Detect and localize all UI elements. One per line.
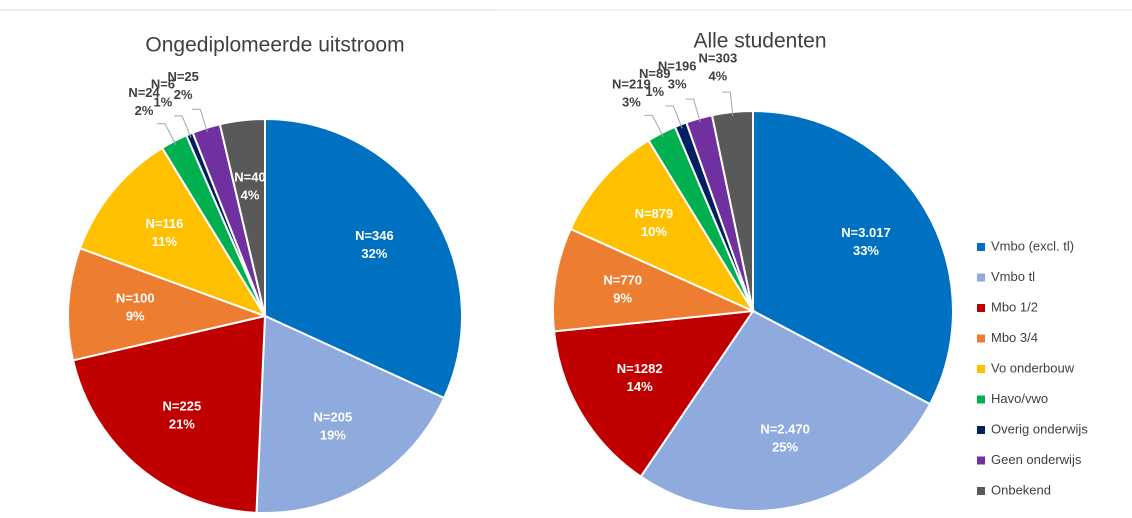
- legend-swatch: [977, 395, 985, 404]
- percentage-label: 3%: [668, 76, 687, 91]
- value-label: N=205: [314, 409, 353, 424]
- percentage-label: 9%: [613, 290, 632, 305]
- legend-swatch: [977, 273, 985, 282]
- value-label: N=40: [234, 169, 265, 184]
- legend-swatch: [977, 365, 985, 373]
- value-label: N=219: [612, 76, 651, 91]
- value-label: N=303: [699, 51, 738, 66]
- leader-line: [174, 115, 192, 138]
- legend-swatch: [977, 304, 985, 312]
- pie-slice: [639, 309, 932, 512]
- percentage-label: 3%: [622, 94, 641, 109]
- legend-label: Havo/vwo: [991, 391, 1048, 406]
- legend-swatch: [977, 487, 985, 495]
- value-label: N=25: [167, 69, 198, 84]
- value-label: N=770: [603, 272, 642, 287]
- value-label: N=100: [116, 290, 155, 305]
- legend-label: Vo onderbouw: [991, 360, 1075, 375]
- percentage-label: 11%: [152, 234, 178, 249]
- leader-line: [644, 114, 664, 137]
- value-label: N=116: [145, 216, 183, 231]
- percentage-label: 10%: [641, 224, 667, 239]
- percentage-label: 9%: [126, 308, 145, 323]
- leader-line: [665, 105, 683, 129]
- legend-swatch: [977, 456, 985, 465]
- percentage-label: 33%: [853, 243, 879, 258]
- legend-label: Geen onderwijs: [991, 452, 1082, 467]
- percentage-label: 21%: [169, 416, 195, 431]
- pie-slice: [264, 117, 463, 400]
- chart-title: Ongediplomeerde uitstroom: [145, 34, 404, 57]
- percentage-label: 4%: [241, 187, 260, 202]
- pie-slice: [552, 227, 757, 333]
- percentage-label: 14%: [627, 379, 653, 394]
- value-label: N=196: [658, 58, 697, 73]
- percentage-label: 2%: [174, 87, 193, 102]
- value-label: N=24: [128, 85, 160, 100]
- value-label: N=225: [163, 398, 202, 413]
- percentage-label: 2%: [135, 103, 154, 118]
- leader-line: [722, 91, 734, 117]
- leader-line: [192, 108, 208, 132]
- leader-line: [156, 123, 177, 145]
- percentage-label: 4%: [708, 69, 727, 84]
- legend-label: Vmbo tl: [991, 269, 1035, 284]
- legend-label: Onbekend: [991, 482, 1051, 497]
- leader-line: [685, 98, 701, 123]
- legend-label: Vmbo (excl. tl): [991, 238, 1074, 253]
- value-label: N=6: [151, 76, 175, 91]
- pie-slice: [255, 314, 446, 514]
- value-label: N=1282: [617, 361, 663, 376]
- value-label: N=346: [355, 228, 394, 243]
- percentage-label: 1%: [154, 94, 173, 109]
- legend-swatch: [977, 334, 985, 343]
- pie-slice: [752, 109, 954, 406]
- legend-label: Overig onderwijs: [991, 421, 1088, 436]
- legend-swatch: [977, 243, 985, 251]
- pie-slice: [71, 314, 267, 514]
- value-label: N=89: [639, 66, 670, 81]
- legend-label: Mbo 3/4: [991, 330, 1038, 345]
- percentage-label: 1%: [645, 84, 664, 99]
- legend-label: Mbo 1/2: [991, 299, 1038, 314]
- percentage-label: 32%: [361, 246, 387, 261]
- percentage-label: 25%: [772, 439, 798, 454]
- pie-slice: [218, 117, 266, 317]
- percentage-label: 19%: [320, 427, 346, 442]
- pie-slice: [67, 246, 269, 362]
- value-label: N=2.470: [760, 421, 810, 436]
- value-label: N=879: [635, 206, 674, 221]
- chart-title: Alle studenten: [693, 30, 826, 53]
- value-label: N=3.017: [841, 225, 891, 240]
- pie-slice: [552, 309, 756, 478]
- legend-swatch: [977, 426, 985, 434]
- pie-slice: [569, 139, 756, 314]
- pie-slice: [78, 146, 268, 318]
